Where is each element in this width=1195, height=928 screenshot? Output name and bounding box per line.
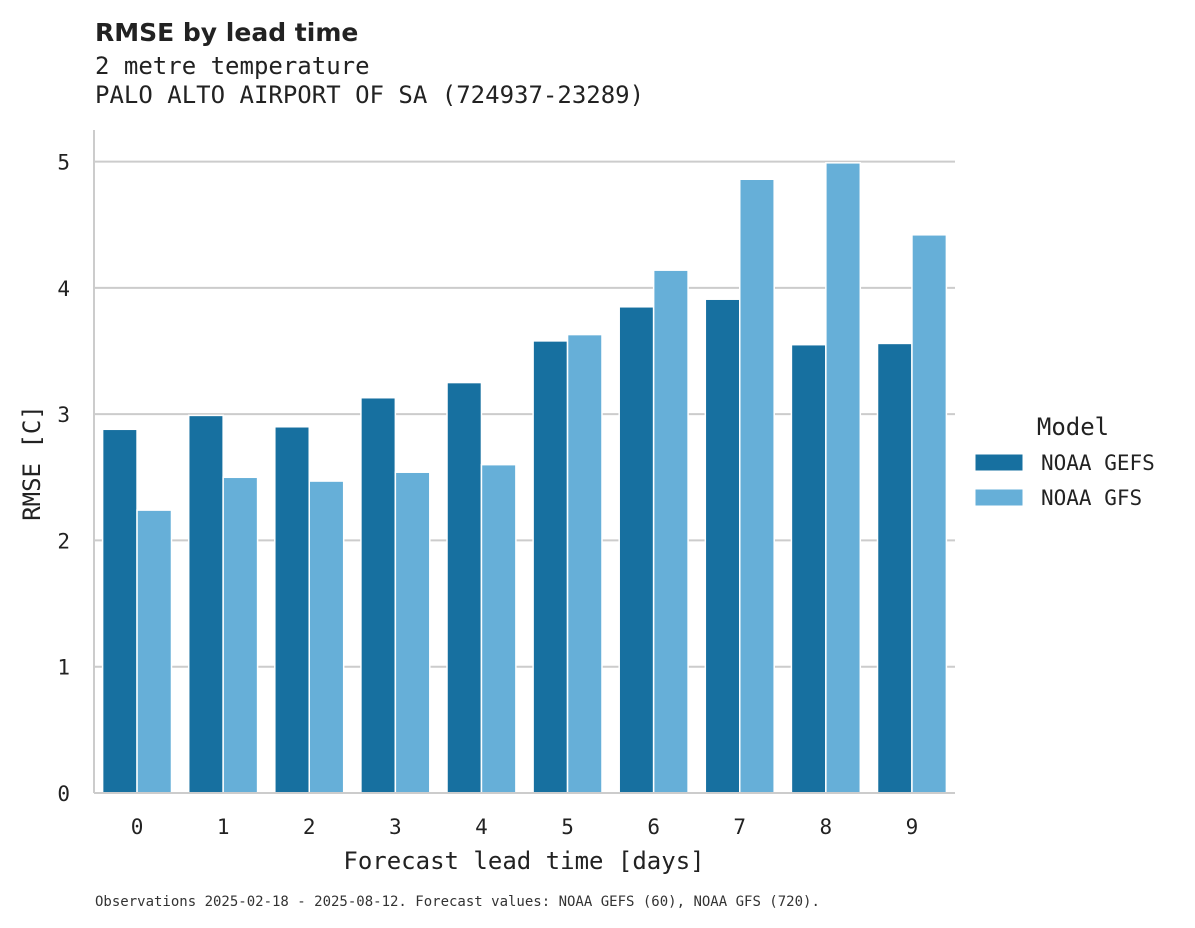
x-tick-label-2: 2 — [303, 815, 316, 839]
y-tick-label-2: 2 — [57, 529, 70, 553]
y-tick-label-5: 5 — [57, 151, 70, 175]
bar-noaa-gfs-0 — [136, 509, 173, 794]
bar-noaa-gfs-7 — [739, 178, 775, 794]
bar-noaa-gfs-3 — [394, 471, 431, 794]
bar-noaa-gfs-5 — [566, 333, 603, 794]
x-tick-label-3: 3 — [389, 815, 402, 839]
bars — [101, 162, 948, 794]
bar-noaa-gefs-0 — [101, 428, 138, 794]
y-tick-label-3: 3 — [57, 403, 70, 427]
x-tick-label-5: 5 — [561, 815, 574, 839]
x-tick-label-0: 0 — [131, 815, 144, 839]
chart-footnote: Observations 2025-02-18 - 2025-08-12. Fo… — [95, 894, 820, 910]
y-tick-label-4: 4 — [57, 277, 70, 301]
bar-noaa-gefs-7 — [704, 298, 741, 794]
bar-noaa-gfs-4 — [480, 463, 517, 794]
legend-label-noaa-gfs: NOAA GFS — [1041, 486, 1142, 510]
bar-noaa-gfs-9 — [911, 234, 948, 794]
legend-swatch-noaa-gefs — [974, 453, 1024, 472]
bar-noaa-gefs-5 — [532, 340, 569, 794]
legend-label-noaa-gefs: NOAA GEFS — [1041, 451, 1155, 475]
chart-subtitle-station: PALO ALTO AIRPORT OF SA (724937-23289) — [95, 81, 644, 109]
bar-noaa-gefs-8 — [790, 343, 827, 794]
x-tick-label-6: 6 — [647, 815, 660, 839]
chart-subtitle-variable: 2 metre temperature — [95, 52, 370, 80]
y-tick-labels: 0 1 2 3 4 5 — [57, 151, 70, 806]
legend: Model NOAA GEFS NOAA GFS — [974, 413, 1155, 510]
bar-noaa-gefs-4 — [446, 381, 483, 794]
legend-title: Model — [1037, 413, 1109, 441]
chart-title: RMSE by lead time — [95, 18, 358, 47]
x-axis-label: Forecast lead time [days] — [343, 847, 704, 875]
bar-noaa-gefs-1 — [187, 414, 224, 794]
y-tick-label-1: 1 — [57, 656, 70, 680]
x-tick-label-7: 7 — [733, 815, 746, 839]
bar-noaa-gefs-3 — [360, 396, 397, 794]
x-tick-label-9: 9 — [906, 815, 919, 839]
bar-noaa-gfs-2 — [308, 480, 345, 794]
y-axis-label: RMSE [C] — [18, 405, 46, 521]
bar-noaa-gfs-6 — [652, 269, 689, 794]
bar-noaa-gefs-2 — [274, 426, 310, 794]
bar-noaa-gfs-1 — [222, 476, 259, 794]
x-tick-labels: 0 1 2 3 4 5 6 7 8 9 — [131, 815, 919, 839]
y-tick-label-0: 0 — [57, 782, 70, 806]
legend-swatch-noaa-gfs — [974, 488, 1024, 507]
bar-noaa-gefs-6 — [618, 306, 655, 794]
bar-noaa-gefs-9 — [876, 342, 913, 794]
bar-noaa-gfs-8 — [825, 162, 862, 794]
x-tick-label-1: 1 — [217, 815, 230, 839]
x-tick-label-4: 4 — [475, 815, 488, 839]
x-tick-label-8: 8 — [820, 815, 833, 839]
